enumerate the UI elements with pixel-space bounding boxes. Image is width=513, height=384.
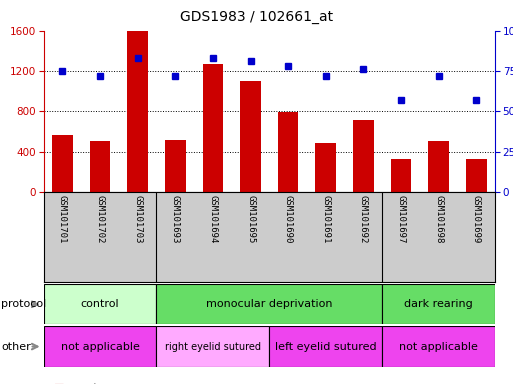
Bar	[278, 113, 299, 192]
Text: GSM101692: GSM101692	[359, 195, 368, 243]
Text: GSM101699: GSM101699	[472, 195, 481, 243]
Text: control: control	[81, 299, 120, 310]
Text: not applicable: not applicable	[61, 341, 140, 352]
Text: left eyelid sutured: left eyelid sutured	[275, 341, 377, 352]
Text: monocular deprivation: monocular deprivation	[206, 299, 332, 310]
Bar	[165, 140, 186, 192]
Text: dark rearing: dark rearing	[404, 299, 473, 310]
Text: not applicable: not applicable	[399, 341, 478, 352]
Text: GDS1983 / 102661_at: GDS1983 / 102661_at	[180, 10, 333, 23]
Bar	[382, 284, 495, 324]
Text: GSM101702: GSM101702	[95, 195, 105, 243]
Bar	[203, 64, 223, 192]
Bar	[390, 159, 411, 192]
Bar	[428, 141, 449, 192]
Bar	[382, 326, 495, 367]
Text: ■: ■	[54, 383, 64, 384]
Bar	[156, 284, 382, 324]
Bar	[269, 326, 382, 367]
Bar	[44, 326, 156, 367]
Bar	[353, 121, 373, 192]
Text: other: other	[1, 341, 31, 352]
Bar	[315, 142, 336, 192]
Bar	[90, 141, 110, 192]
Text: GSM101690: GSM101690	[284, 195, 292, 243]
Text: GSM101691: GSM101691	[321, 195, 330, 243]
Text: protocol: protocol	[1, 299, 46, 310]
Text: right eyelid sutured: right eyelid sutured	[165, 341, 261, 352]
Bar	[127, 31, 148, 192]
Text: count: count	[68, 383, 98, 384]
Text: GSM101694: GSM101694	[208, 195, 218, 243]
Text: GSM101701: GSM101701	[58, 195, 67, 243]
Text: GSM101698: GSM101698	[434, 195, 443, 243]
Bar	[52, 134, 73, 192]
Text: GSM101697: GSM101697	[397, 195, 405, 243]
Bar	[466, 159, 486, 192]
Bar	[156, 326, 269, 367]
Text: GSM101693: GSM101693	[171, 195, 180, 243]
Text: GSM101703: GSM101703	[133, 195, 142, 243]
Bar	[240, 81, 261, 192]
Text: GSM101695: GSM101695	[246, 195, 255, 243]
Bar	[44, 284, 156, 324]
